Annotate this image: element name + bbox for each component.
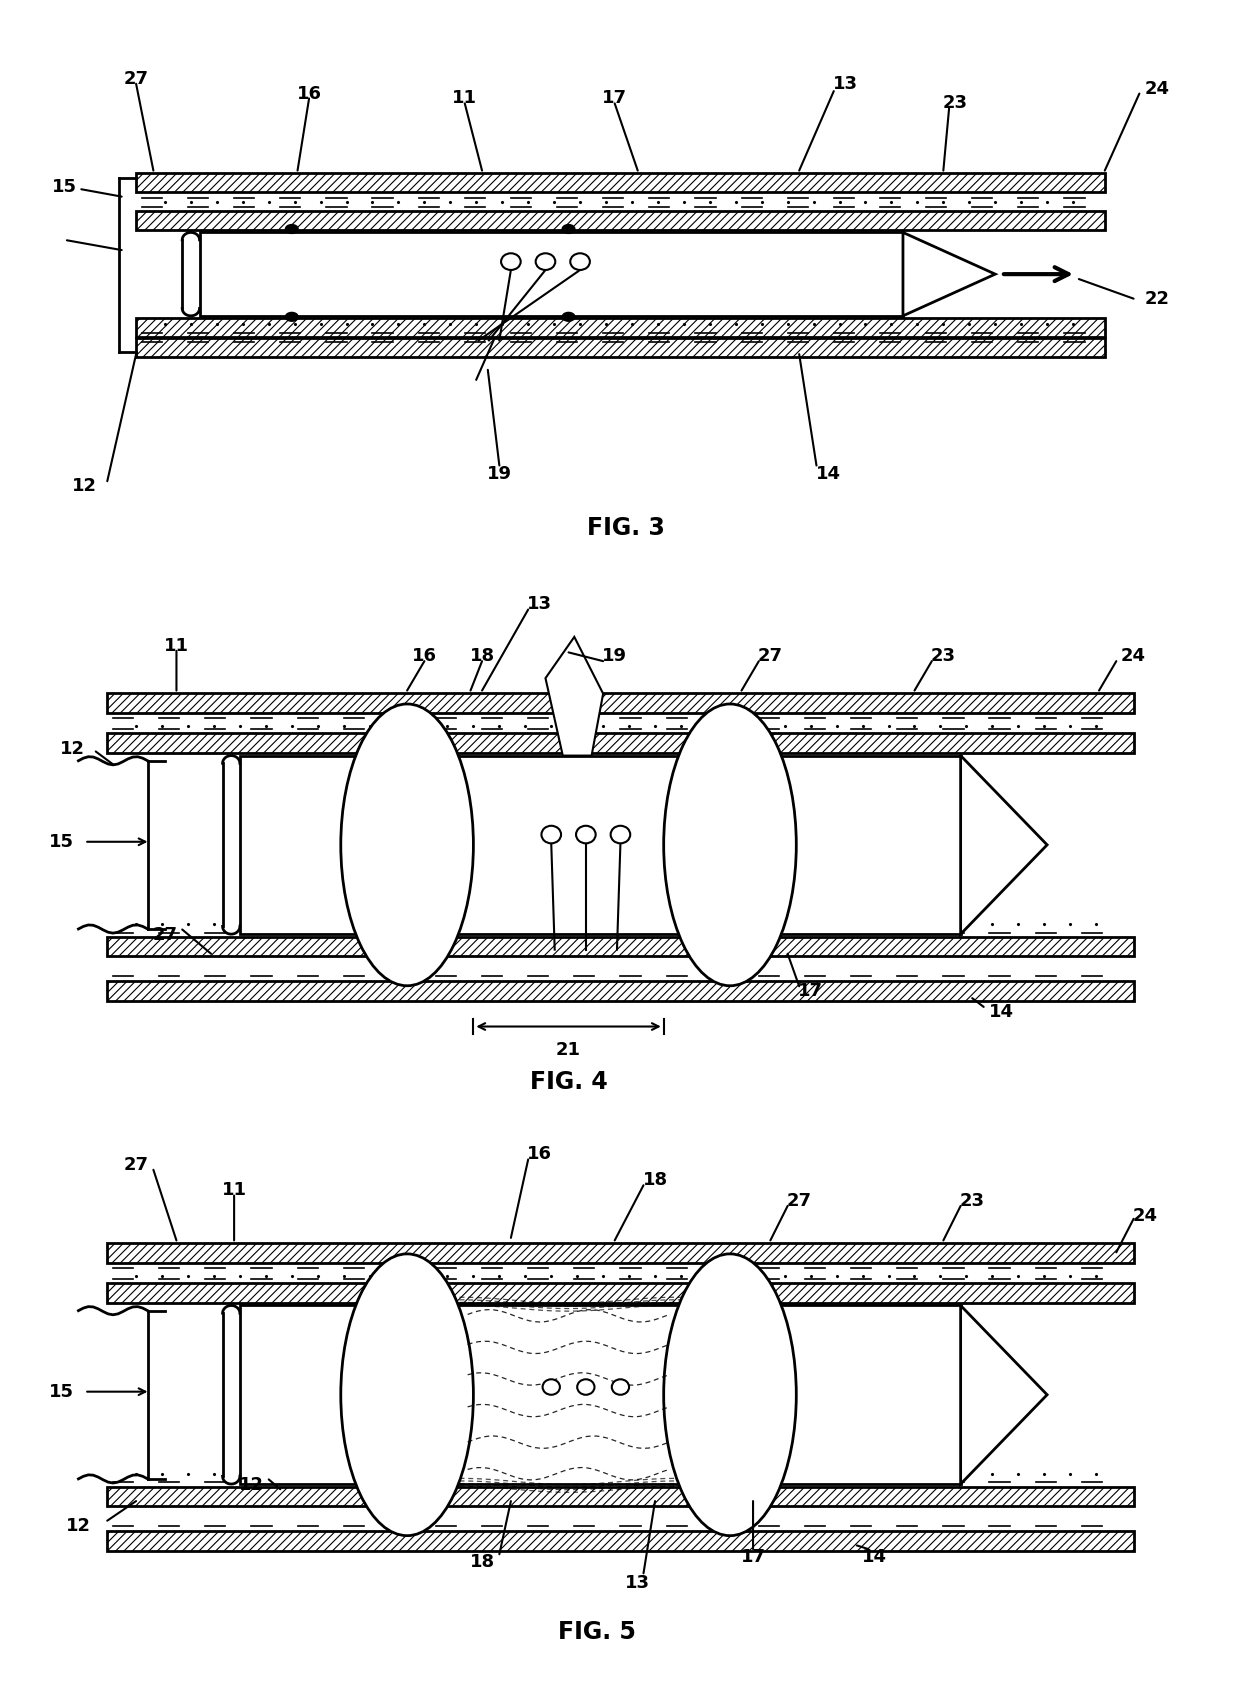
Circle shape xyxy=(577,826,595,843)
Circle shape xyxy=(570,254,590,271)
Bar xyxy=(239,756,961,934)
Text: 13: 13 xyxy=(527,596,552,614)
Text: 22: 22 xyxy=(1145,289,1169,308)
Text: FIG. 4: FIG. 4 xyxy=(529,1069,608,1093)
Text: 27: 27 xyxy=(786,1191,812,1210)
Circle shape xyxy=(542,826,560,843)
Bar xyxy=(108,1531,1133,1550)
Ellipse shape xyxy=(562,225,575,233)
Text: 13: 13 xyxy=(833,74,858,93)
Circle shape xyxy=(543,1379,560,1394)
Text: 17: 17 xyxy=(603,90,627,108)
Text: FIG. 3: FIG. 3 xyxy=(588,516,665,540)
Text: 15: 15 xyxy=(48,1382,73,1401)
Ellipse shape xyxy=(663,704,796,986)
Bar xyxy=(136,338,1105,357)
Text: 16: 16 xyxy=(296,85,321,103)
Text: 24: 24 xyxy=(1145,80,1169,98)
Ellipse shape xyxy=(341,1254,474,1536)
Bar xyxy=(108,1244,1133,1262)
Ellipse shape xyxy=(341,704,474,986)
Text: 27: 27 xyxy=(153,926,177,944)
Ellipse shape xyxy=(663,1254,796,1536)
Bar xyxy=(239,1306,961,1484)
Text: 23: 23 xyxy=(960,1191,985,1210)
Text: 14: 14 xyxy=(862,1548,887,1565)
Text: 11: 11 xyxy=(222,1181,247,1200)
Bar xyxy=(108,1283,1133,1303)
Bar xyxy=(108,694,1133,712)
Text: 12: 12 xyxy=(239,1475,264,1494)
Circle shape xyxy=(536,254,556,271)
Text: 11: 11 xyxy=(164,636,188,655)
Circle shape xyxy=(610,826,630,843)
Circle shape xyxy=(501,254,521,271)
Circle shape xyxy=(577,1379,594,1394)
Text: 18: 18 xyxy=(642,1171,667,1189)
Text: 23: 23 xyxy=(931,646,956,665)
Text: 21: 21 xyxy=(556,1041,582,1059)
Text: 16: 16 xyxy=(527,1145,552,1164)
Text: 18: 18 xyxy=(470,646,495,665)
Bar xyxy=(136,173,1105,191)
Ellipse shape xyxy=(562,313,575,321)
Text: 24: 24 xyxy=(1121,646,1146,665)
Text: 13: 13 xyxy=(625,1574,650,1592)
Text: 27: 27 xyxy=(758,646,782,665)
Ellipse shape xyxy=(285,225,298,233)
Text: 15: 15 xyxy=(48,832,73,851)
Bar xyxy=(200,232,903,316)
Bar xyxy=(108,1487,1133,1506)
Bar xyxy=(108,733,1133,753)
Bar xyxy=(136,318,1105,337)
Polygon shape xyxy=(903,232,996,316)
Text: 17: 17 xyxy=(740,1548,765,1565)
Text: 23: 23 xyxy=(942,95,967,112)
Text: 14: 14 xyxy=(988,1003,1013,1020)
Text: 12: 12 xyxy=(66,1516,91,1535)
Circle shape xyxy=(611,1379,629,1394)
Text: 12: 12 xyxy=(61,739,86,758)
Text: 15: 15 xyxy=(52,178,77,196)
Text: 18: 18 xyxy=(470,1553,495,1570)
Text: 11: 11 xyxy=(453,90,477,108)
Text: 27: 27 xyxy=(124,69,149,88)
Text: 12: 12 xyxy=(72,477,97,496)
Text: 19: 19 xyxy=(487,465,512,482)
Ellipse shape xyxy=(285,313,298,321)
Text: 16: 16 xyxy=(412,646,436,665)
Text: FIG. 5: FIG. 5 xyxy=(558,1619,636,1643)
Text: 19: 19 xyxy=(603,646,627,665)
Polygon shape xyxy=(546,636,603,756)
Polygon shape xyxy=(961,1306,1047,1484)
Text: 27: 27 xyxy=(124,1156,149,1174)
Bar xyxy=(136,212,1105,230)
Text: 14: 14 xyxy=(816,465,841,482)
Polygon shape xyxy=(961,756,1047,934)
Text: 17: 17 xyxy=(799,983,823,1000)
Text: 24: 24 xyxy=(1132,1206,1158,1225)
Bar xyxy=(108,981,1133,1000)
Bar xyxy=(108,937,1133,956)
